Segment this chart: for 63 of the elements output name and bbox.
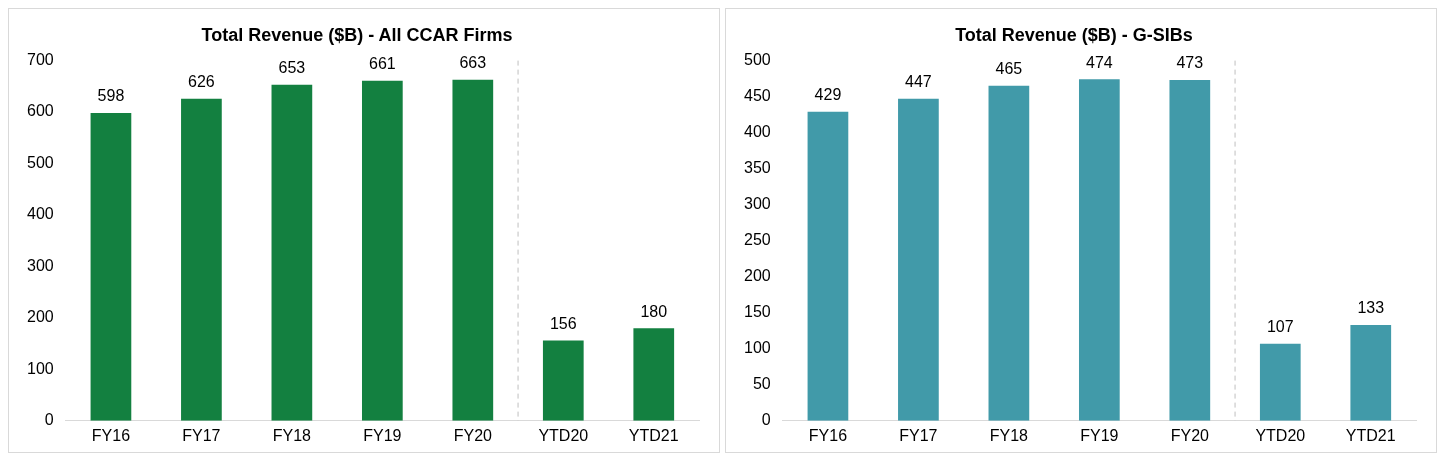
data-label: 663 [459,54,487,72]
x-tick-label: YTD20 [538,426,589,444]
y-tick-label: 600 [26,102,54,120]
bar [452,79,494,421]
data-label: 156 [549,314,577,332]
y-tick-label: 0 [44,411,54,429]
y-tick-label: 250 [743,231,771,249]
x-tick-label: FY16 [91,426,131,444]
y-tick-label: 500 [26,153,54,171]
x-tick-label: FY20 [1170,426,1210,444]
y-tick-label: 350 [743,159,771,177]
x-tick-label: FY20 [453,426,493,444]
y-tick-label: 200 [743,267,771,285]
y-tick-label: 150 [743,303,771,321]
x-tick-label: FY17 [899,426,938,444]
data-label: 473 [1176,54,1204,72]
bar [898,98,939,421]
data-label: 429 [814,86,842,104]
data-label: 598 [97,87,125,105]
y-tick-label: 400 [26,205,54,223]
data-label: 626 [188,73,215,91]
bar [633,328,675,421]
x-tick-label: FY19 [363,426,402,444]
bar [271,84,313,421]
x-tick-label: FY16 [808,426,848,444]
x-tick-label: YTD21 [628,426,679,444]
x-tick-label: FY18 [989,426,1029,444]
y-tick-label: 0 [761,411,771,429]
y-tick-label: 700 [26,51,54,69]
x-tick-label: FY18 [272,426,312,444]
data-label: 465 [995,60,1023,78]
y-tick-label: 100 [26,359,54,377]
data-label: 133 [1357,299,1385,317]
chart-title: Total Revenue ($B) - G-SIBs [955,24,1193,45]
bar [1259,343,1301,421]
bar [1350,324,1392,421]
bar [807,111,849,421]
y-tick-label: 450 [743,87,771,105]
y-tick-label: 500 [743,51,771,69]
y-tick-label: 200 [26,308,54,326]
y-tick-label: 300 [743,195,771,213]
y-tick-label: 100 [743,339,771,357]
x-tick-label: FY17 [182,426,221,444]
y-tick-label: 300 [26,256,54,274]
x-tick-label: YTD20 [1255,426,1306,444]
bar [181,98,222,421]
data-label: 474 [1086,53,1113,71]
bar [361,80,403,421]
data-label: 447 [905,73,932,91]
y-tick-label: 50 [752,375,771,393]
bar [90,113,132,421]
y-tick-label: 400 [743,123,771,141]
bar [542,340,584,421]
data-label: 653 [278,59,306,77]
data-label: 107 [1266,318,1294,336]
x-tick-label: YTD21 [1345,426,1396,444]
data-label: 180 [640,302,668,320]
bar [1169,80,1211,421]
x-tick-label: FY19 [1080,426,1119,444]
data-label: 661 [369,55,396,73]
bar [1078,79,1120,421]
bar [988,85,1030,421]
chart-title: Total Revenue ($B) - All CCAR Firms [201,24,513,45]
